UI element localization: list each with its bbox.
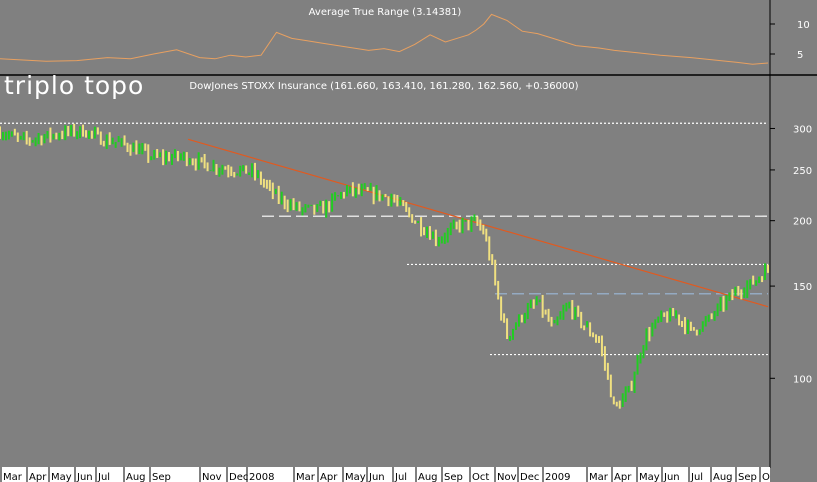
y-axis-ticks: 10 5 300 250 200 150 100 [770, 20, 812, 385]
x-axis-label: Apr [29, 472, 47, 482]
x-axis-label: Dec [520, 472, 539, 482]
price-y-tick-label: 100 [793, 374, 812, 385]
price-title: DowJones STOXX Insurance (161.660, 163.4… [189, 81, 578, 92]
y-axis-area [770, 0, 817, 482]
x-axis-label: Mar [3, 472, 23, 482]
x-axis-label: Nov [202, 472, 222, 482]
x-axis-label: Aug [418, 472, 438, 482]
x-axis-label: Sep [152, 472, 171, 482]
x-axis-label: Jul [690, 472, 703, 482]
x-axis-strip [0, 467, 770, 482]
atr-pane [0, 13, 769, 65]
x-axis-label: Jun [76, 472, 93, 482]
x-axis-label: Apr [320, 472, 338, 482]
price-y-tick-label: 150 [793, 282, 812, 293]
x-axis-label: Dec [229, 472, 248, 482]
x-axis-label: Jul [394, 472, 407, 482]
x-axis-label: O [762, 472, 770, 482]
price-y-tick-label: 200 [793, 217, 812, 228]
x-axis-label: Nov [497, 472, 517, 482]
price-y-tick-label: 250 [793, 166, 812, 177]
x-axis-label: Oct [472, 472, 489, 482]
x-axis-label: Jun [368, 472, 385, 482]
x-axis-label: Sep [738, 472, 757, 482]
x-axis-label: Aug [713, 472, 733, 482]
x-axis-label: May [51, 472, 72, 482]
x-axis-label: Jul [97, 472, 110, 482]
annotation-triplo-topo: triplo topo [4, 71, 144, 100]
x-axis-label: Jun [663, 472, 680, 482]
x-axis-label: Aug [126, 472, 146, 482]
atr-title: Average True Range (3.14381) [309, 7, 462, 18]
x-axis-label: 2009 [545, 472, 570, 482]
x-axis: Mar Apr May Jun Jul Aug Sep Nov Dec 2008 Mar Apr May… [0, 467, 770, 482]
x-axis-label: Apr [614, 472, 632, 482]
price-series [0, 123, 769, 409]
x-axis-label: May [345, 472, 366, 482]
atr-y-tick-label: 5 [797, 50, 803, 61]
atr-line [0, 13, 769, 65]
atr-y-tick-label: 10 [797, 20, 810, 31]
x-axis-label: Mar [589, 472, 609, 482]
x-axis-label: Mar [296, 472, 316, 482]
x-axis-label: Sep [444, 472, 463, 482]
x-axis-label: 2008 [249, 472, 274, 482]
price-y-tick-label: 300 [793, 124, 812, 135]
x-axis-label: May [639, 472, 660, 482]
